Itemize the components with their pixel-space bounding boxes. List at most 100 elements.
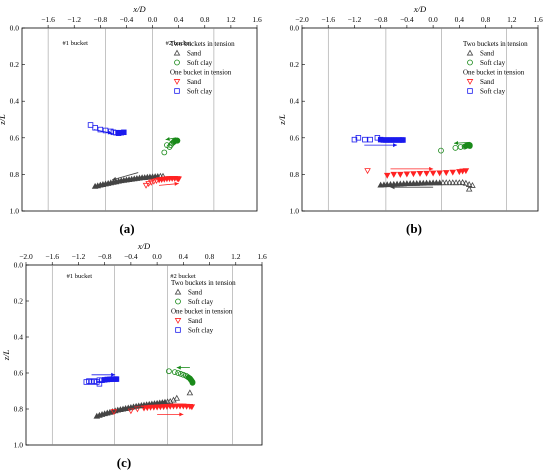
legend-group-title: One bucket in tension xyxy=(171,308,233,316)
legend-marker xyxy=(174,288,182,295)
y-tick-label: 0.8 xyxy=(290,170,300,179)
data-point xyxy=(390,171,398,178)
x-tick-label: −0.4 xyxy=(120,15,134,24)
data-point xyxy=(465,185,473,192)
direction-arrowhead xyxy=(176,365,181,370)
data-point xyxy=(469,181,476,188)
y-tick-label: 0.8 xyxy=(10,170,20,179)
direction-arrowhead xyxy=(165,136,170,141)
x-tick-label: 0.4 xyxy=(455,15,465,24)
x-tick-label: −0.4 xyxy=(400,15,414,24)
direction-arrowhead xyxy=(454,141,459,146)
data-point xyxy=(416,171,424,177)
x-tick-label: 1.6 xyxy=(257,252,267,261)
series-triangle-up xyxy=(91,172,167,189)
data-point xyxy=(400,137,406,143)
chart-panel-c: −2.0 −1.6 −1.2 −0.8 −0.4 0.0 0.4 0.8 1.2 1.6 0.0 0.… xyxy=(1,241,267,470)
x-axis-title: x/D xyxy=(413,4,427,14)
x-tick-label: 0.0 xyxy=(152,252,162,261)
data-point xyxy=(423,170,430,177)
legend-marker xyxy=(174,59,180,66)
data-point xyxy=(449,179,457,186)
data-point xyxy=(446,179,453,186)
data-point xyxy=(436,170,443,177)
legend-group-title: Two buckets in tension xyxy=(170,40,235,48)
bucket-annotation: #1 bucket xyxy=(62,40,88,47)
data-point xyxy=(173,394,181,401)
x-tick-label: 0.0 xyxy=(148,15,158,24)
legend-entry-label: Soft clay xyxy=(187,88,213,96)
legend-marker xyxy=(466,49,474,56)
legend-group-title: Two buckets in tension xyxy=(171,279,236,287)
y-tick-label: 1.0 xyxy=(14,441,24,450)
y-tick-label: 0.0 xyxy=(290,24,300,33)
y-tick-label: 1.0 xyxy=(290,207,300,216)
data-point xyxy=(364,168,371,175)
x-tick-label: −0.8 xyxy=(374,15,388,24)
data-point xyxy=(174,137,181,144)
series-triangle-up xyxy=(377,179,476,192)
y-tick-label: 0.0 xyxy=(14,261,24,270)
legend-group-title: One bucket in tension xyxy=(170,69,232,77)
x-tick-label: 0.4 xyxy=(179,252,189,261)
data-point xyxy=(383,172,391,179)
direction-arrow xyxy=(111,172,139,181)
data-point xyxy=(459,179,466,185)
data-point xyxy=(397,171,404,178)
data-point xyxy=(457,144,464,150)
legend-entry-label: Soft clay xyxy=(480,59,506,67)
series-square xyxy=(351,135,406,143)
series-triangle-down xyxy=(110,403,196,416)
legend-marker xyxy=(174,318,182,324)
data-point xyxy=(175,370,181,376)
legend-marker xyxy=(467,59,473,66)
direction-arrowhead xyxy=(121,406,126,411)
series-triangle-down xyxy=(364,168,470,179)
y-tick-label: 0.6 xyxy=(14,369,24,378)
chart-panel-b: −2.0 −1.6 −1.2 −0.8 −0.4 0.0 0.4 0.8 1.2 1.6 0.0 0.… xyxy=(277,4,543,236)
bucket-annotation: #2 bucket xyxy=(170,273,196,280)
legend-marker xyxy=(173,79,181,85)
legend-marker xyxy=(175,327,181,333)
x-tick-label: −1.6 xyxy=(321,15,335,24)
x-tick-label: 1.2 xyxy=(226,15,236,24)
direction-arrowhead xyxy=(112,176,117,181)
y-tick-label: 0.6 xyxy=(10,133,20,142)
x-tick-label: −1.2 xyxy=(72,252,86,261)
panel-label: (a) xyxy=(119,221,134,236)
data-point xyxy=(355,135,362,141)
plot-frame xyxy=(21,27,258,212)
x-tick-label: 0.0 xyxy=(428,15,438,24)
y-tick-label: 0.2 xyxy=(14,297,24,306)
direction-arrowhead xyxy=(111,372,116,377)
series-circle xyxy=(438,141,473,154)
legend-marker xyxy=(466,79,474,85)
legend-entry-label: Soft clay xyxy=(188,327,214,335)
chart-panel-a: −1.6 −1.2 −0.8 −0.4 0.0 0.4 0.8 1.2 1.6 0.0 0.2 0.4… xyxy=(0,4,262,236)
data-point xyxy=(171,369,178,375)
y-tick-label: 0.0 xyxy=(10,24,20,33)
data-point xyxy=(462,168,470,175)
data-point xyxy=(166,368,172,375)
legend-entry-label: Soft clay xyxy=(187,59,213,67)
data-point xyxy=(127,408,135,415)
x-tick-label: 0.8 xyxy=(205,252,215,261)
data-point xyxy=(175,176,182,183)
panel-label: (b) xyxy=(406,221,422,236)
data-point xyxy=(188,404,196,411)
data-point xyxy=(161,149,168,156)
x-tick-label: −1.2 xyxy=(348,15,362,24)
data-point xyxy=(442,179,450,186)
legend-marker xyxy=(467,88,473,94)
legend-entry-label: Sand xyxy=(187,50,202,58)
series-circle xyxy=(166,368,196,386)
x-axis-title: x/D xyxy=(137,241,151,251)
x-tick-label: −0.8 xyxy=(98,252,112,261)
series-square xyxy=(87,122,127,136)
data-point xyxy=(189,380,196,386)
y-tick-label: 1.0 xyxy=(10,207,20,216)
legend-entry-label: Sand xyxy=(480,50,495,58)
